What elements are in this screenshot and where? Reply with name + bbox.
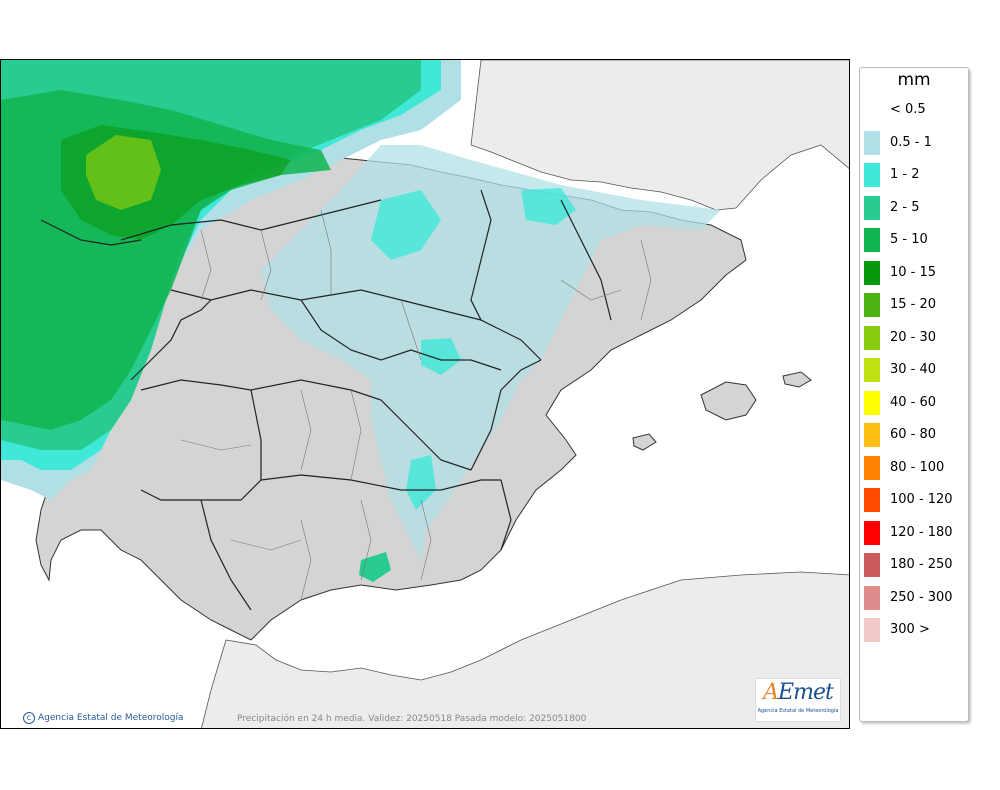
legend-label: 120 - 180 — [890, 524, 953, 540]
legend-item: 120 - 180 — [864, 520, 964, 545]
legend-swatch — [864, 98, 880, 122]
mallorca — [700, 381, 757, 421]
legend-swatch — [864, 618, 880, 642]
legend-swatch — [864, 488, 880, 512]
legend-item: 5 - 10 — [864, 228, 964, 252]
legend-swatch — [864, 455, 880, 480]
legend-swatch — [864, 325, 880, 350]
legend-item: 15 - 20 — [864, 293, 964, 317]
legend-swatch — [864, 293, 880, 317]
legend-item: 300 > — [864, 618, 964, 642]
legend-item: 250 - 300 — [864, 585, 964, 610]
legend-swatch — [864, 423, 880, 447]
legend-label: 1 - 2 — [890, 167, 920, 182]
legend-label: < 0.5 — [890, 102, 926, 117]
precip-0.5-1 — [261, 145, 721, 560]
copyright-text: Agencia Estatal de Meteorología — [38, 713, 184, 723]
legend-item: 180 - 250 — [864, 553, 964, 577]
legend-item: 20 - 30 — [864, 325, 964, 350]
ibiza — [632, 433, 657, 451]
map-caption: Precipitación en 24 h media. Validez: 20… — [237, 714, 587, 724]
legend-item: 40 - 60 — [864, 390, 964, 415]
legend-item: 2 - 5 — [864, 195, 964, 220]
legend-label: 0.5 - 1 — [890, 134, 932, 150]
menorca — [782, 371, 812, 388]
france-land — [470, 60, 849, 211]
aemet-logo-subtitle: Agencia Estatal de Meteorología — [757, 708, 839, 714]
legend-swatch — [864, 390, 880, 415]
legend-item: 30 - 40 — [864, 358, 964, 382]
legend-item: 10 - 15 — [864, 260, 964, 285]
precip-15-20 — [86, 135, 161, 210]
map-canvas — [1, 60, 849, 728]
legend-label: 60 - 80 — [890, 427, 937, 442]
legend-label: 180 - 250 — [890, 557, 953, 572]
province-borders — [180, 209, 652, 601]
legend-swatch — [864, 520, 880, 545]
legend-item: 100 - 120 — [864, 488, 964, 512]
legend-item: 60 - 80 — [864, 423, 964, 447]
legend-label: 10 - 15 — [890, 264, 937, 280]
legend-swatch — [864, 585, 880, 610]
aemet-logo: AEmet Agencia Estatal de Meteorología — [755, 678, 841, 722]
legend-label: 300 > — [890, 622, 930, 637]
precip-1-2-pyrenees — [521, 188, 576, 225]
legend-title: mm — [897, 70, 931, 90]
copyright-icon: c — [23, 712, 35, 724]
legend-label: 30 - 40 — [890, 362, 937, 377]
legend-label: 20 - 30 — [890, 329, 937, 345]
precip-1-2-south — [406, 455, 436, 510]
legend-label: 2 - 5 — [890, 199, 920, 215]
legend-label: 5 - 10 — [890, 232, 928, 247]
legend-swatch — [864, 358, 880, 382]
legend-label: 40 - 60 — [890, 394, 937, 410]
legend-label: 250 - 300 — [890, 589, 953, 605]
legend-item: < 0.5 — [864, 98, 964, 122]
legend-swatch — [864, 130, 880, 155]
africa-land — [201, 571, 849, 728]
legend-swatch — [864, 195, 880, 220]
legend-swatch — [864, 553, 880, 577]
legend-label: 80 - 100 — [890, 459, 945, 475]
legend-item: 80 - 100 — [864, 455, 964, 480]
precipitation-legend: mm < 0.5 0.5 - 1 1 - 2 2 - 5 5 - 10 10 - 15 15… — [859, 67, 969, 722]
precip-1-2-center — [421, 338, 461, 375]
precip-2-5-sierra-nevada — [359, 552, 391, 582]
legend-swatch — [864, 260, 880, 285]
legend-label: 15 - 20 — [890, 297, 937, 312]
legend-item: 1 - 2 — [864, 163, 964, 187]
aemet-logo-mark: AEmet — [763, 680, 834, 705]
precipitation-map: c Agencia Estatal de Meteorología Precipi… — [0, 59, 850, 729]
copyright-notice: c Agencia Estatal de Meteorología — [23, 712, 184, 724]
precip-1-2-ebro — [371, 190, 441, 260]
legend-swatch — [864, 228, 880, 252]
legend-swatch — [864, 163, 880, 187]
legend-item: 0.5 - 1 — [864, 130, 964, 155]
legend-label: 100 - 120 — [890, 492, 953, 507]
